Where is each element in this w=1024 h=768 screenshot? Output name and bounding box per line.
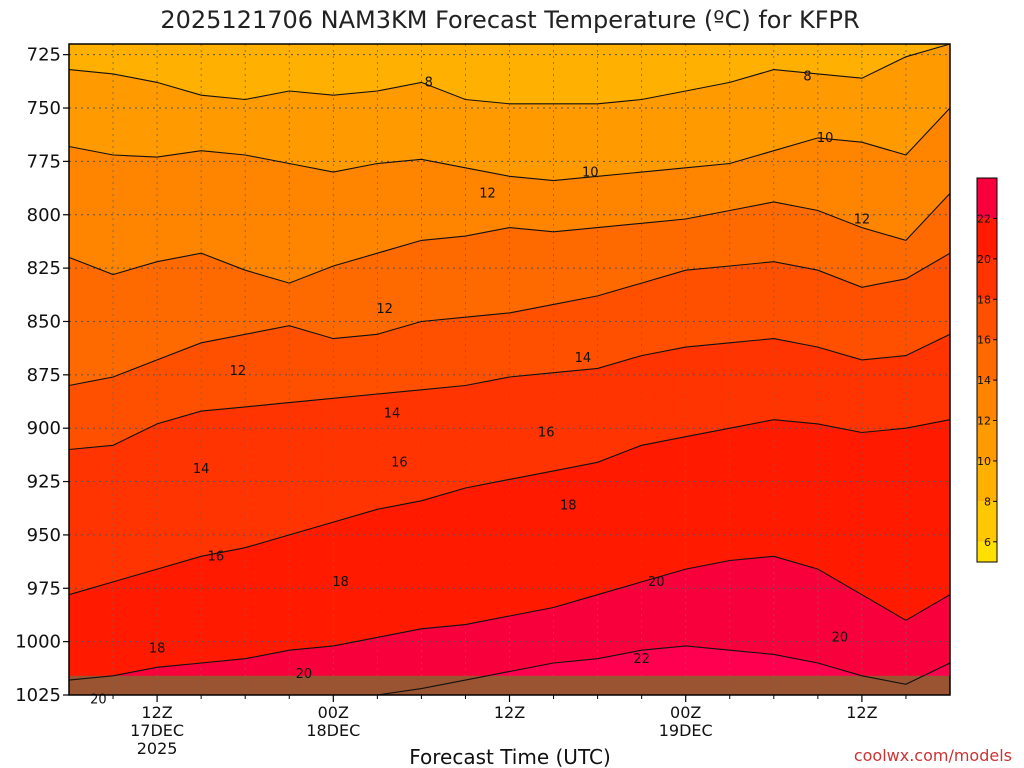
contour-label-22: 22 (633, 652, 650, 667)
colorbar-segment (977, 258, 997, 300)
contour-label-8: 8 (425, 76, 433, 91)
contour-label-14: 14 (384, 407, 401, 422)
y-tick-label: 950 (27, 525, 61, 546)
x-axis-label: Forecast Time (UTC) (409, 745, 611, 768)
colorbar: 6 8 10 12 14 16 18 20 22 (976, 177, 998, 563)
contour-label-20: 20 (90, 693, 107, 708)
colorbar-tick-label: 12 (977, 415, 991, 428)
credit-link[interactable]: coolwx.com/models (854, 746, 1012, 765)
contour-line-20 (68, 555, 951, 681)
contour-label-20: 20 (832, 631, 849, 646)
colorbar-tick-label: 6 (984, 536, 991, 549)
contour-lines (68, 43, 951, 696)
colorbar-segment (977, 541, 997, 562)
contour-label-18: 18 (560, 498, 577, 513)
colorbar-segment (977, 178, 997, 219)
contour-label-12: 12 (854, 212, 871, 227)
contour-line-18 (68, 419, 951, 596)
colorbar-frame (976, 177, 998, 563)
contour-label-10: 10 (582, 165, 599, 180)
x-tick-label: 2025 (137, 739, 178, 758)
colorbar-tick-label: 20 (977, 253, 991, 266)
x-tick-label: 12Z (846, 703, 877, 722)
y-tick-label: 850 (27, 311, 61, 332)
contour-line-8 (68, 43, 951, 105)
x-tick-label: 12Z (141, 703, 172, 722)
colorbar-segment (977, 501, 997, 542)
contour-label-12: 12 (376, 302, 393, 317)
y-tick-label: 900 (27, 418, 61, 439)
contour-line-12 (68, 193, 951, 284)
y-tick-label: 975 (27, 578, 61, 599)
y-tick-label: 1025 (15, 685, 61, 706)
colorbar-segment (977, 420, 997, 461)
x-tick-label: 00Z (318, 703, 349, 722)
y-tick-label: 875 (27, 365, 61, 386)
y-tick-label: 775 (27, 151, 61, 172)
contour-label-20: 20 (648, 575, 665, 590)
contour-label-18: 18 (149, 641, 166, 656)
contour-label-18: 18 (332, 575, 349, 590)
y-axis: 725 750 775 800 825 850 875 900 925 950 975 1000 102… (15, 45, 69, 706)
contour-line-10 (68, 107, 951, 182)
contour-label-14: 14 (575, 351, 592, 366)
y-tick-label: 725 (27, 45, 61, 66)
colorbar-tick-label: 8 (984, 495, 991, 508)
y-tick-label: 825 (27, 258, 61, 279)
colorbar-segment (977, 460, 997, 502)
y-tick-label: 800 (27, 205, 61, 226)
chart-title: 2025121706 NAM3KM Forecast Temperature (… (160, 6, 859, 34)
y-tick-label: 750 (27, 98, 61, 119)
x-tick-label: 19DEC (659, 721, 713, 740)
colorbar-tick-label: 10 (977, 455, 991, 468)
colorbar-tick-label: 16 (977, 334, 991, 347)
x-tick-label: 17DEC (130, 721, 184, 740)
colorbar-tick-label: 22 (977, 212, 991, 225)
colorbar-tick-label: 14 (977, 374, 991, 387)
colorbar-segment (977, 339, 997, 381)
contour-label-16: 16 (538, 426, 555, 441)
colorbar-segment (977, 299, 997, 340)
contour-label-10: 10 (817, 131, 834, 146)
contour-label-14: 14 (193, 462, 210, 477)
contour-label-16: 16 (391, 456, 408, 471)
x-tick-label: 18DEC (306, 721, 360, 740)
contour-labels: 8 8 10 10 12 12 12 12 14 14 14 16 16 16 18 18 18 20 20 20 20… (90, 69, 870, 707)
colorbar-segment (977, 218, 997, 259)
contour-label-12: 12 (479, 187, 496, 202)
gridlines (69, 44, 950, 696)
contour-label-16: 16 (208, 550, 225, 565)
x-tick-label: 12Z (494, 703, 525, 722)
contour-label-20: 20 (296, 667, 313, 682)
contour-line-16 (68, 333, 951, 451)
colorbar-segment (977, 380, 997, 421)
y-tick-label: 925 (27, 472, 61, 493)
contour-line-14 (68, 252, 951, 387)
y-tick-label: 1000 (15, 632, 61, 653)
contour-label-8: 8 (803, 69, 811, 84)
x-tick-label: 00Z (670, 703, 701, 722)
contour-label-12: 12 (230, 364, 247, 379)
colorbar-tick-label: 18 (977, 293, 991, 306)
